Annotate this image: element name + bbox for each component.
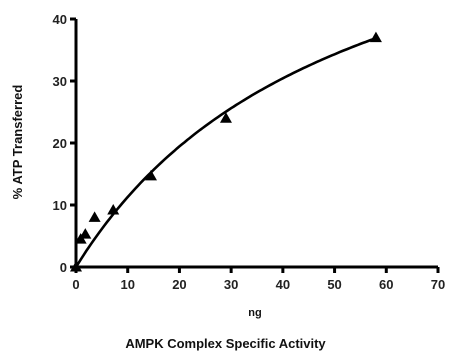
x-axis: 0 10 20 30 40 50 60 70 — [72, 265, 445, 292]
x-tick-label: 10 — [120, 277, 134, 292]
x-tick-label: 20 — [172, 277, 186, 292]
y-tick-label: 0 — [60, 260, 67, 275]
y-tick-label: 40 — [53, 12, 67, 27]
data-point-marker — [144, 169, 157, 181]
y-axis: 0 10 20 30 40 — [53, 12, 78, 275]
chart-title: AMPK Complex Specific Activity — [125, 336, 326, 351]
y-tick-label: 10 — [53, 198, 67, 213]
x-tick-label: 60 — [379, 277, 393, 292]
fit-curve — [74, 36, 377, 268]
y-axis-title: % ATP Transferred — [10, 85, 25, 200]
data-point-marker — [107, 203, 120, 215]
data-point-marker — [219, 112, 232, 123]
data-point-marker — [369, 31, 382, 43]
x-tick-label: 0 — [72, 277, 79, 292]
data-points — [70, 31, 382, 272]
x-tick-label: 70 — [431, 277, 445, 292]
data-point-marker — [88, 211, 101, 222]
data-point-marker — [79, 228, 92, 239]
x-tick-label: 40 — [276, 277, 290, 292]
data-point-marker — [70, 261, 82, 272]
x-tick-label: 30 — [224, 277, 238, 292]
x-axis-title: ng — [248, 307, 261, 319]
y-tick-label: 30 — [53, 74, 67, 89]
y-tick-label: 20 — [53, 136, 67, 151]
x-tick-label: 50 — [327, 277, 341, 292]
